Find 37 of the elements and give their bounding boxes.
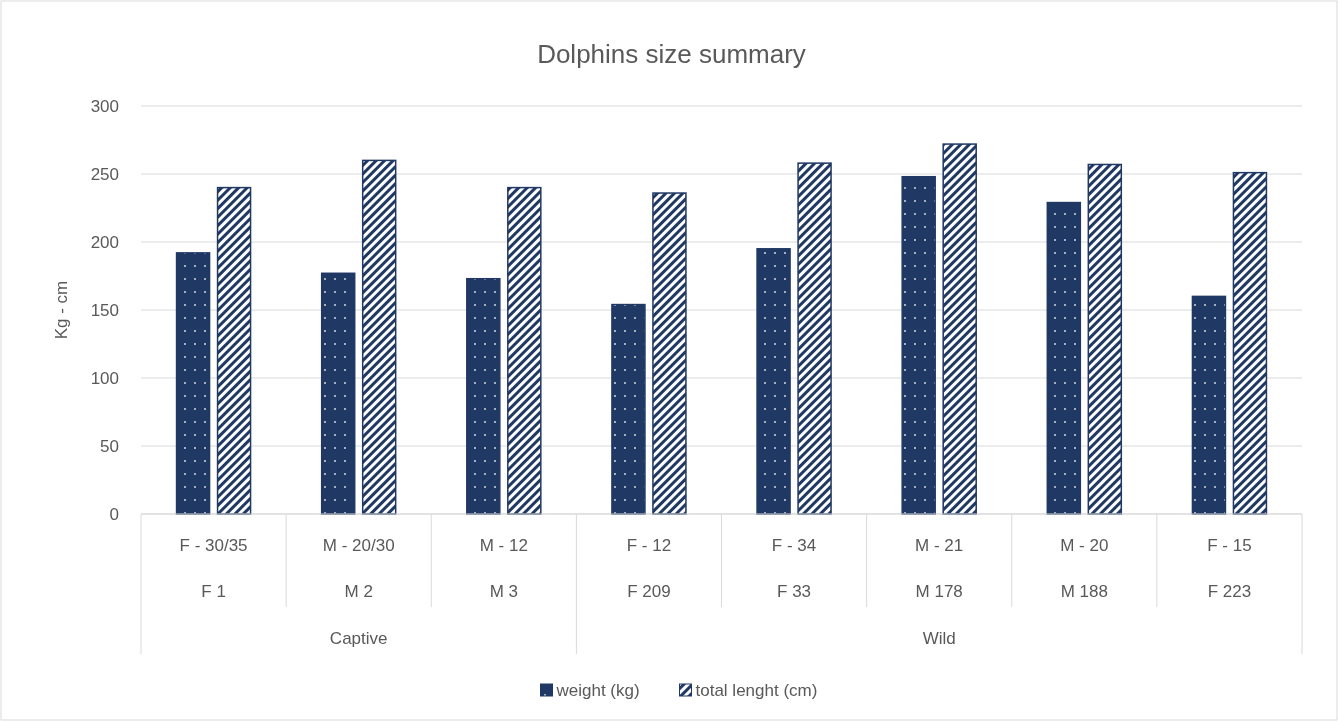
chart-title: Dolphins size summary [537, 39, 806, 69]
bar [507, 186, 542, 515]
bar [466, 277, 501, 515]
category-label: M - 21 M 178 [915, 535, 964, 601]
text: Captive [329, 628, 388, 648]
y-tick-label: 150 [90, 300, 119, 320]
y-tick-label: 50 [100, 436, 119, 456]
y-tick-label: 300 [90, 96, 119, 116]
bar [652, 192, 687, 515]
y-axis-title: Kg - cm [52, 280, 71, 340]
bar [320, 272, 356, 515]
category-label: F - 34 F 33 [771, 535, 817, 601]
y-tick-label: 100 [90, 368, 119, 388]
bar [901, 175, 936, 515]
category-label: F - 15 F 223 [1207, 535, 1252, 601]
bar [1232, 171, 1268, 515]
bar [942, 143, 977, 515]
y-tick-label: 250 [90, 164, 119, 184]
bar [1046, 201, 1082, 515]
legend-label: weight (kg) [555, 680, 640, 700]
legend-label: total lenght (cm) [695, 680, 818, 700]
bar [361, 159, 397, 515]
bar [216, 186, 252, 515]
text: Wild [922, 628, 956, 648]
bar [1087, 163, 1123, 515]
bar [756, 248, 791, 515]
category-label: F - 30/35 F 1 [179, 535, 248, 601]
bar [175, 252, 211, 515]
y-tick-label: 200 [90, 232, 119, 252]
bar [797, 162, 832, 515]
category-label: M - 20 M 188 [1060, 535, 1109, 601]
bar [611, 303, 646, 515]
category-label: M - 20/30 M 2 [322, 535, 395, 601]
category-label: M - 12 M 3 [479, 535, 528, 601]
category-label: F - 12 F 209 [626, 535, 672, 601]
y-tick-label: 0 [109, 504, 119, 524]
bar [1191, 295, 1227, 515]
